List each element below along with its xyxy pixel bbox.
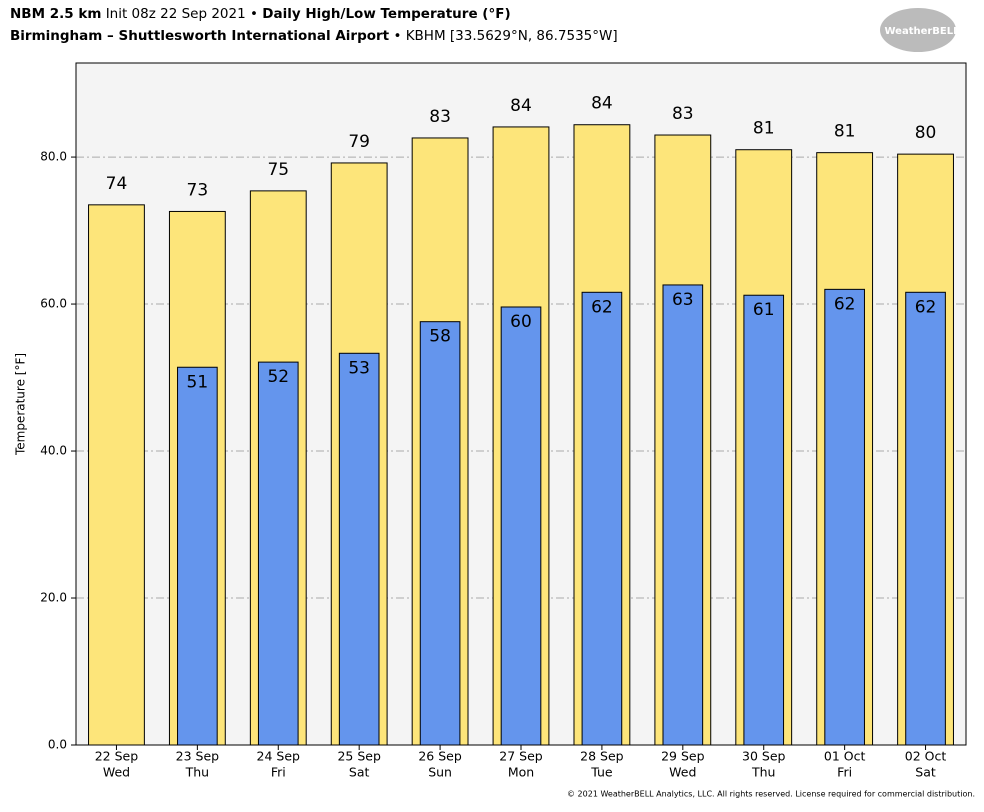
x-tick-label: 26 Sep — [418, 749, 462, 764]
x-tick-label: 22 Sep — [95, 749, 139, 764]
x-tick-label: 30 Sep — [742, 749, 786, 764]
high-label: 84 — [510, 96, 532, 116]
low-bar — [177, 366, 218, 746]
x-tick-label: 25 Sep — [337, 749, 381, 764]
low-bar — [824, 288, 865, 746]
x-tick-label: Sat — [915, 765, 936, 780]
low-bar — [905, 291, 946, 746]
y-tick-label: 0.0 — [48, 738, 67, 752]
model-name: NBM 2.5 km — [10, 6, 101, 22]
x-tick-label: Fri — [271, 765, 286, 780]
low-label: 52 — [267, 367, 289, 387]
x-tick-label: Wed — [669, 765, 696, 780]
station-location: • KBHM [33.5629°N, 86.7535°W] — [393, 28, 617, 44]
y-tick-label: 80.0 — [40, 150, 67, 164]
x-tick-label: 28 Sep — [580, 749, 624, 764]
low-label: 58 — [429, 327, 451, 347]
x-tick-label: Thu — [185, 765, 209, 780]
low-label: 62 — [591, 297, 613, 317]
plot-frame — [75, 62, 967, 746]
high-label: 74 — [106, 174, 128, 194]
high-label: 75 — [267, 160, 289, 180]
y-tick-label: 20.0 — [40, 591, 67, 605]
low-bar — [338, 352, 380, 746]
high-label: 84 — [591, 94, 613, 114]
x-tick-label: Sat — [349, 765, 370, 780]
low-bar — [662, 284, 704, 746]
y-tick-label: 60.0 — [40, 297, 67, 311]
low-label: 51 — [187, 372, 209, 392]
high-label: 80 — [915, 123, 937, 143]
low-bar — [581, 291, 623, 746]
high-label: 83 — [429, 107, 451, 127]
high-label: 81 — [753, 119, 775, 139]
low-label: 60 — [510, 312, 532, 332]
high-label: 79 — [348, 132, 370, 152]
high-label: 83 — [672, 104, 694, 124]
low-bar — [500, 306, 542, 746]
low-label: 63 — [672, 290, 694, 310]
logo-text: WeatherBELL — [884, 26, 960, 37]
x-tick-label: Sun — [428, 765, 452, 780]
x-tick-label: Wed — [103, 765, 130, 780]
high-label: 73 — [187, 180, 209, 200]
init-time: Init 08z 22 Sep 2021 — [106, 6, 246, 22]
x-tick-label: 27 Sep — [499, 749, 543, 764]
x-tick-label: Mon — [508, 765, 534, 780]
x-tick-label: 23 Sep — [176, 749, 220, 764]
chart-title: Daily High/Low Temperature (°F) — [262, 6, 510, 22]
y-axis-label: Temperature [°F] — [14, 353, 28, 456]
x-tick-label: 02 Oct — [905, 749, 947, 764]
x-tick-label: Fri — [837, 765, 852, 780]
x-tick-label: 24 Sep — [257, 749, 301, 764]
low-label: 53 — [348, 358, 370, 378]
header-line-1: NBM 2.5 km Init 08z 22 Sep 2021 • Daily … — [10, 6, 511, 22]
logo-swirl — [880, 8, 956, 52]
header-line-2: Birmingham – Shuttlesworth International… — [10, 28, 618, 44]
y-tick-label: 40.0 — [40, 444, 67, 458]
x-tick-label: Thu — [751, 765, 775, 780]
low-label: 62 — [834, 294, 856, 314]
x-tick-label: 29 Sep — [661, 749, 705, 764]
station-name: Birmingham – Shuttlesworth International… — [10, 28, 390, 44]
x-tick-label: 01 Oct — [824, 749, 866, 764]
bullet: • — [250, 6, 258, 22]
low-bar — [743, 294, 785, 746]
x-tick-label: Tue — [590, 765, 613, 780]
low-label: 61 — [753, 300, 775, 320]
copyright: © 2021 WeatherBELL Analytics, LLC. All r… — [567, 790, 975, 799]
low-bar — [419, 321, 461, 746]
low-bar — [257, 361, 299, 746]
high-bar — [88, 204, 145, 746]
high-label: 81 — [834, 122, 856, 142]
low-label: 62 — [915, 297, 937, 317]
